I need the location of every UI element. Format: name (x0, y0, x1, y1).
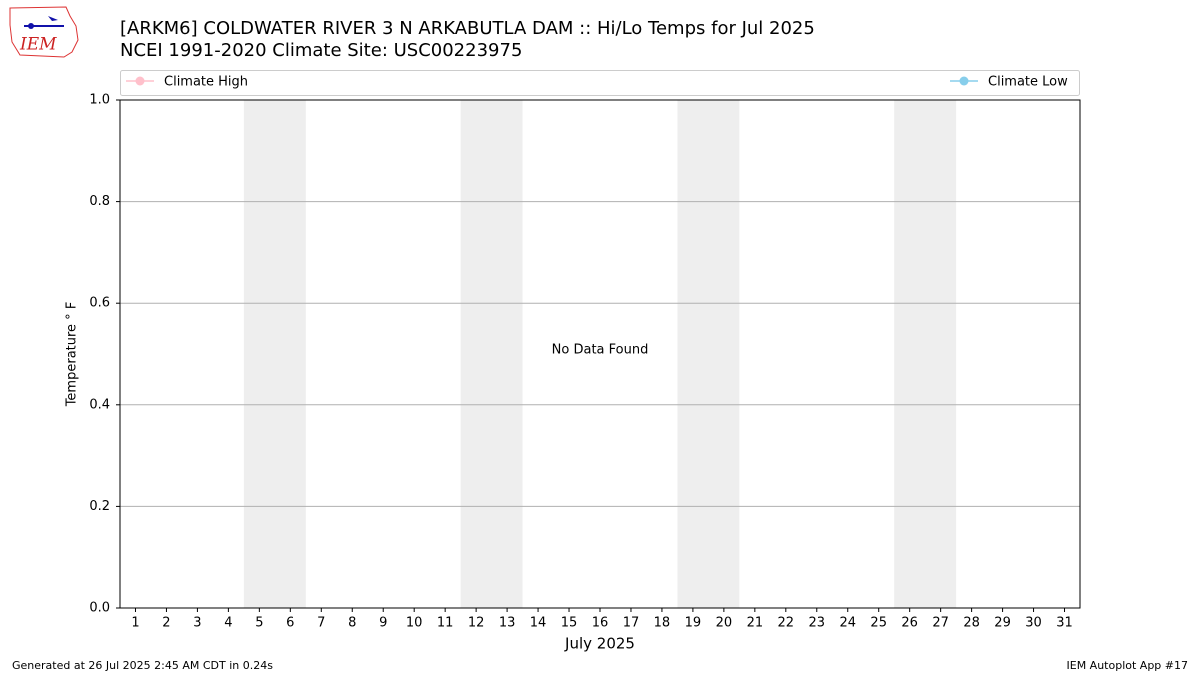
x-axis-label: July 2025 (564, 635, 635, 653)
x-tick-label: 11 (437, 616, 454, 631)
x-tick-label: 4 (224, 616, 232, 631)
x-tick-label: 8 (348, 616, 356, 631)
x-tick-label: 29 (994, 616, 1011, 631)
x-tick-label: 7 (317, 616, 325, 631)
x-tick-label: 28 (963, 616, 980, 631)
footer-left: Generated at 26 Jul 2025 2:45 AM CDT in … (12, 659, 273, 672)
x-tick-label: 20 (716, 616, 733, 631)
x-tick-label: 10 (406, 616, 423, 631)
annotation: No Data Found (552, 343, 649, 358)
x-tick-label: 1 (131, 616, 139, 631)
x-tick-label: 2 (162, 616, 170, 631)
x-tick-label: 6 (286, 616, 294, 631)
footer-right: IEM Autoplot App #17 (1067, 659, 1189, 672)
legend-label: Climate High (164, 75, 248, 90)
x-tick-label: 5 (255, 616, 263, 631)
x-tick-label: 13 (499, 616, 516, 631)
x-tick-label: 3 (193, 616, 201, 631)
chart-title: [ARKM6] COLDWATER RIVER 3 N ARKABUTLA DA… (120, 18, 815, 39)
x-tick-label: 17 (623, 616, 640, 631)
weekend-band (460, 100, 523, 608)
chart-subtitle: NCEI 1991-2020 Climate Site: USC00223975 (120, 40, 522, 61)
x-tick-label: 24 (839, 616, 856, 631)
x-tick-label: 16 (592, 616, 609, 631)
x-tick-label: 22 (778, 616, 795, 631)
legend-marker (135, 76, 145, 86)
plot-frame (119, 99, 1081, 609)
x-tick-label: 18 (654, 616, 671, 631)
y-tick-label: 0.4 (89, 397, 110, 412)
x-tick-label: 9 (379, 616, 387, 631)
x-tick-label: 21 (747, 616, 764, 631)
logo-text: IEM (19, 35, 57, 55)
y-tick-label: 1.0 (89, 93, 110, 108)
logo: IEM (9, 6, 79, 58)
weekend-band (243, 100, 306, 608)
legend-marker (959, 76, 969, 86)
x-tick-label: 14 (530, 616, 547, 631)
x-tick-label: 19 (685, 616, 702, 631)
x-tick-label: 12 (468, 616, 485, 631)
y-tick-label: 0.8 (89, 194, 110, 209)
x-tick-label: 31 (1056, 616, 1073, 631)
x-tick-label: 30 (1025, 616, 1042, 631)
x-tick-label: 27 (932, 616, 949, 631)
y-axis-label: Temperature ° F (65, 302, 80, 408)
legend-box (120, 70, 1080, 96)
y-tick-label: 0.6 (89, 296, 110, 311)
x-tick-label: 26 (901, 616, 918, 631)
y-tick-label: 0.2 (89, 499, 110, 514)
weekend-band (677, 100, 740, 608)
legend-label: Climate Low (988, 75, 1068, 90)
weekend-band (894, 100, 957, 608)
x-tick-label: 23 (809, 616, 826, 631)
y-tick-label: 0.0 (89, 601, 110, 616)
x-tick-label: 15 (561, 616, 578, 631)
x-tick-label: 25 (870, 616, 887, 631)
